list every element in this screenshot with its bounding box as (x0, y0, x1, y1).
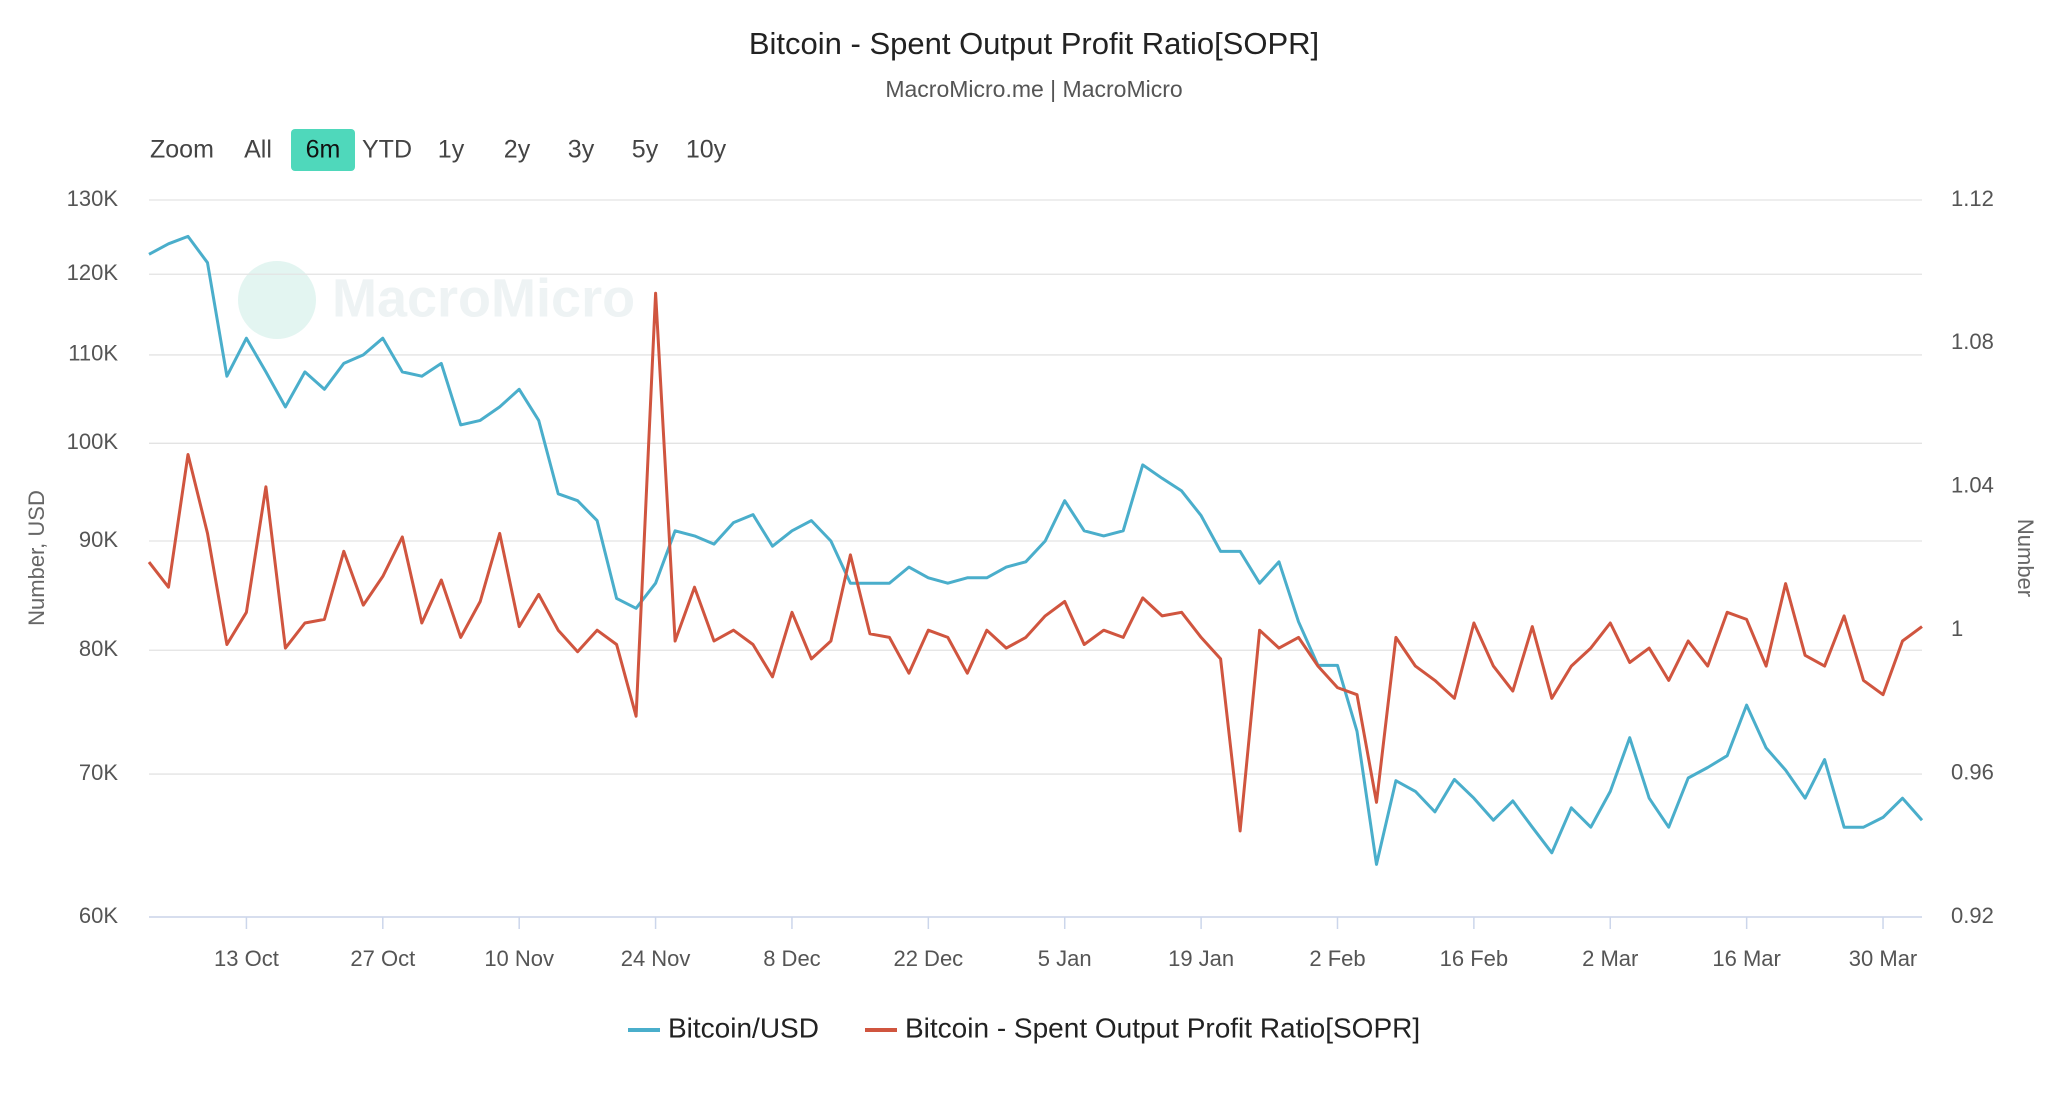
chart-title: Bitcoin - Spent Output Profit Ratio[SOPR… (749, 26, 1319, 61)
y-tick-label: 120K (67, 260, 119, 285)
series-line (147, 291, 1923, 833)
zoom-label: Zoom (150, 136, 214, 164)
x-tick-label: 16 Feb (1440, 946, 1509, 971)
y2-tick-label: 0.96 (1951, 759, 1994, 784)
y-tick-label: 60K (79, 903, 118, 928)
x-tick-label: 24 Nov (621, 946, 691, 971)
range-button[interactable]: YTD (362, 136, 412, 164)
watermark-logo (238, 261, 316, 339)
watermark: MacroMicro (238, 261, 635, 339)
y-axis-title: Number, USD (24, 490, 49, 626)
legend-label[interactable]: Bitcoin - Spent Output Profit Ratio[SOPR… (905, 1012, 1420, 1043)
x-tick-label: 8 Dec (763, 946, 820, 971)
x-tick-label: 5 Jan (1038, 946, 1092, 971)
x-tick-label: 22 Dec (893, 946, 963, 971)
x-tick-label: 16 Mar (1712, 946, 1780, 971)
range-button[interactable]: All (244, 136, 272, 164)
range-button[interactable]: 5y (632, 136, 659, 164)
range-button[interactable]: 3y (568, 136, 595, 164)
range-button[interactable]: 10y (686, 136, 727, 164)
x-tick-label: 13 Oct (214, 946, 279, 971)
y-tick-label: 130K (67, 186, 119, 211)
range-button[interactable]: 2y (504, 136, 531, 164)
y2-axis-title: Number (2013, 519, 2038, 597)
y2-tick-label: 1 (1951, 616, 1963, 641)
series-line (148, 234, 1924, 866)
y-tick-label: 110K (68, 341, 118, 366)
x-tick-label: 19 Jan (1168, 946, 1234, 971)
y-tick-label: 70K (79, 760, 118, 785)
watermark-text: MacroMicro (332, 268, 635, 328)
legend-label[interactable]: Bitcoin/USD (668, 1012, 819, 1043)
x-tick-label: 30 Mar (1849, 946, 1917, 971)
x-tick-label: 2 Mar (1582, 946, 1638, 971)
chart-subtitle: MacroMicro.me | MacroMicro (885, 76, 1182, 102)
range-button-bg (291, 129, 355, 171)
y-tick-label: 100K (67, 429, 119, 454)
y2-tick-label: 1.04 (1951, 473, 1994, 498)
y2-tick-label: 0.92 (1951, 903, 1994, 928)
x-tick-label: 2 Feb (1309, 946, 1365, 971)
range-button[interactable]: 1y (438, 136, 465, 164)
y2-tick-label: 1.08 (1951, 329, 1994, 354)
range-button[interactable]: 6m (306, 136, 341, 164)
y2-tick-label: 1.12 (1951, 186, 1994, 211)
y-tick-label: 90K (79, 527, 118, 552)
x-tick-label: 10 Nov (484, 946, 554, 971)
y-tick-label: 80K (79, 636, 118, 661)
x-tick-label: 27 Oct (350, 946, 415, 971)
